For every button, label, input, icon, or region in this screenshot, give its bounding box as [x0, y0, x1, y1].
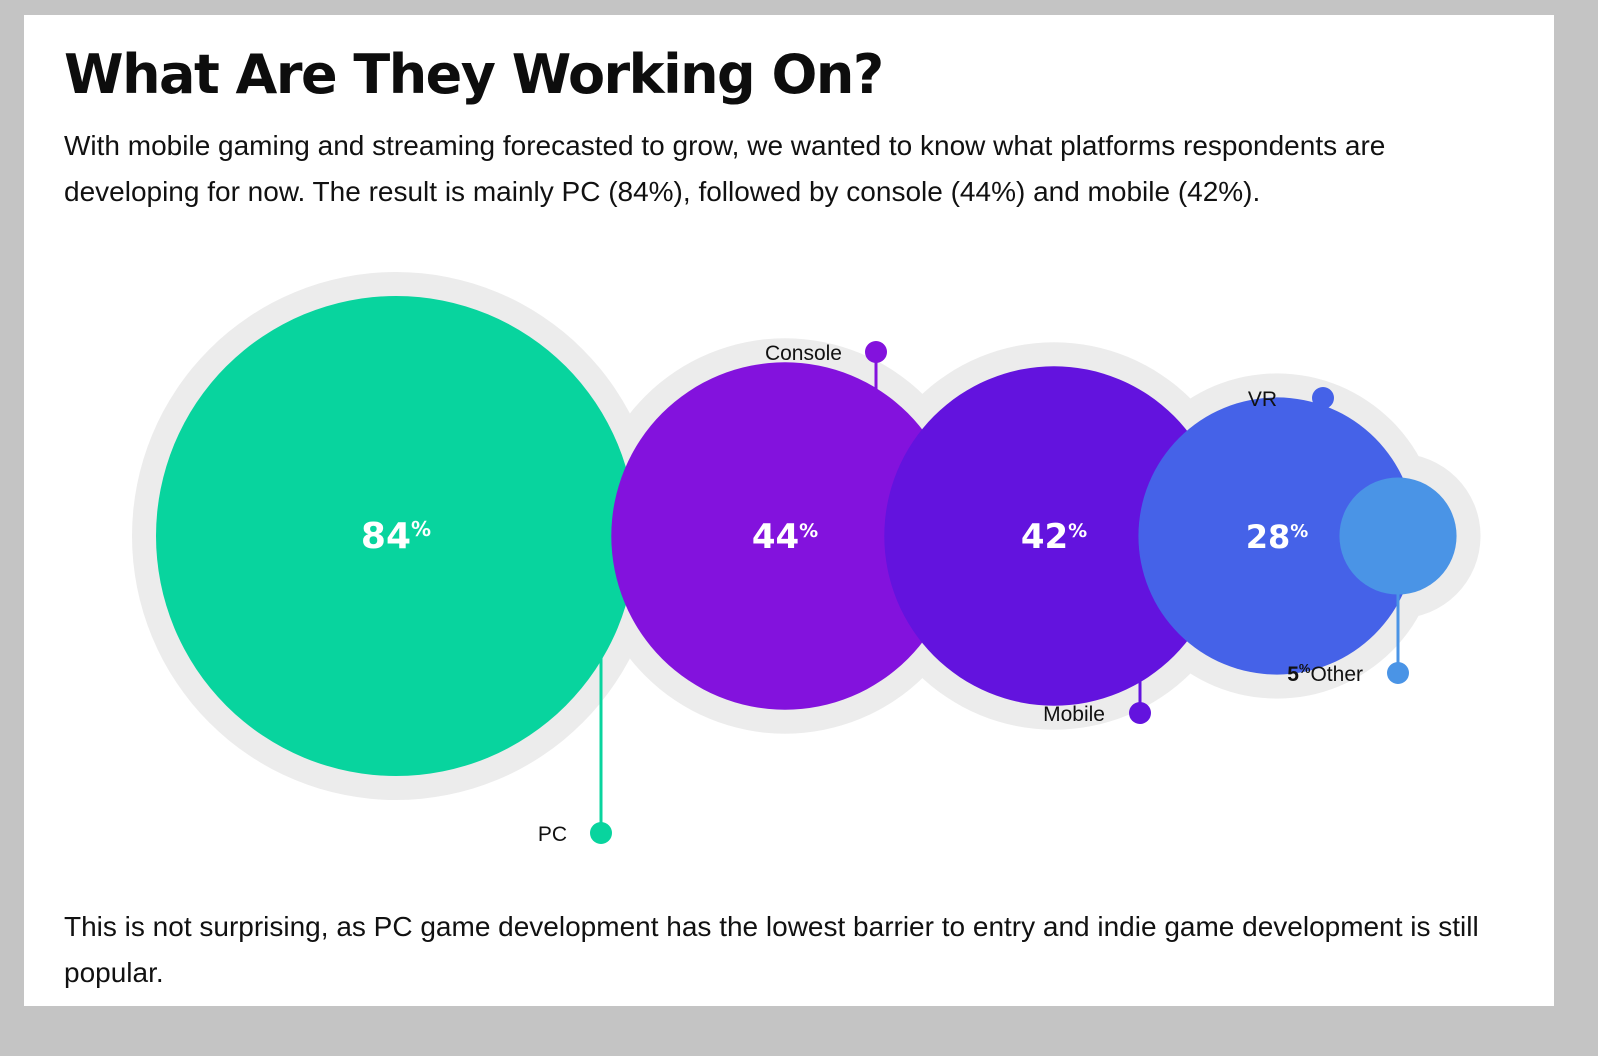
value-mobile: 42% [1021, 517, 1087, 557]
value-vr: 28% [1246, 518, 1309, 556]
bubble-console [611, 362, 959, 710]
bubble-chart: PC 84% Console 44% Mobile 42% VR 28% 5%Other [132, 272, 1481, 846]
frame-edge [1556, 0, 1562, 1056]
page-title: What Are They Working On? [64, 43, 884, 106]
outro-paragraph: This is not surprising, as PC game devel… [64, 911, 1479, 988]
bubble-pc [156, 296, 636, 776]
intro-paragraph: With mobile gaming and streaming forecas… [64, 130, 1386, 207]
leader-dot-console [865, 341, 887, 363]
content-card: What Are They Working On? With mobile ga… [24, 15, 1554, 1006]
label-pc: PC [538, 823, 567, 846]
label-console: Console [765, 342, 842, 365]
leader-dot-other [1387, 662, 1409, 684]
bubble-vr [1138, 397, 1416, 675]
leader-dot-vr [1312, 387, 1334, 409]
value-pc: 84% [361, 516, 431, 557]
leader-dot-pc [590, 822, 612, 844]
value-other: 5 [1287, 663, 1299, 686]
label-other: 5%Other [1287, 661, 1363, 686]
leader-dot-mobile [1129, 702, 1151, 724]
label-vr: VR [1248, 388, 1277, 411]
label-mobile: Mobile [1043, 703, 1105, 726]
value-console: 44% [752, 517, 818, 557]
